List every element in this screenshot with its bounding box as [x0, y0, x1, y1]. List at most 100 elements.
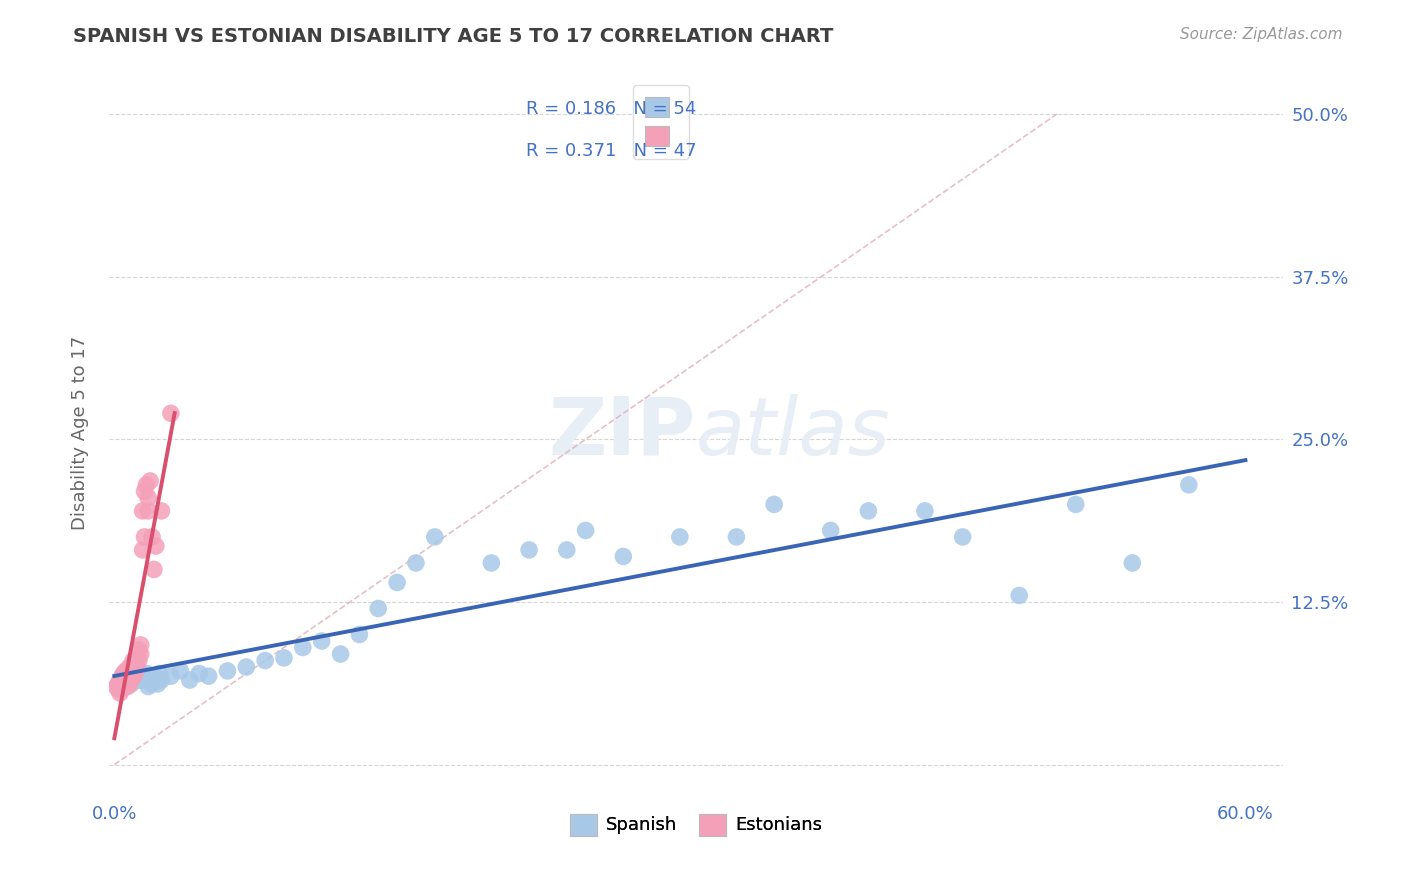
- Text: Source: ZipAtlas.com: Source: ZipAtlas.com: [1180, 27, 1343, 42]
- Point: [139, 474, 162, 488]
- Point: [858, 504, 880, 518]
- Point: [134, 484, 156, 499]
- Point: [160, 406, 183, 420]
- Point: [124, 669, 146, 683]
- Point: [135, 666, 157, 681]
- Point: [107, 677, 129, 691]
- Point: [136, 680, 159, 694]
- Point: [1178, 478, 1201, 492]
- Point: [385, 575, 408, 590]
- Point: [114, 673, 136, 687]
- Point: [952, 530, 974, 544]
- Point: [108, 680, 131, 694]
- Point: [820, 524, 842, 538]
- Y-axis label: Disability Age 5 to 17: Disability Age 5 to 17: [72, 335, 89, 530]
- Point: [122, 669, 145, 683]
- Point: [120, 677, 142, 691]
- Point: [141, 677, 163, 691]
- Point: [146, 677, 169, 691]
- Point: [120, 664, 142, 678]
- Point: [134, 530, 156, 544]
- Text: R = 0.186   N = 54: R = 0.186 N = 54: [526, 100, 696, 118]
- Point: [112, 680, 135, 694]
- Point: [107, 682, 129, 697]
- Point: [117, 680, 139, 694]
- Point: [349, 627, 371, 641]
- Point: [145, 673, 167, 687]
- Point: [1008, 589, 1031, 603]
- Point: [131, 543, 153, 558]
- Point: [129, 638, 152, 652]
- Point: [612, 549, 634, 564]
- Point: [139, 673, 162, 687]
- Point: [112, 673, 135, 687]
- Point: [1064, 497, 1087, 511]
- Point: [128, 654, 150, 668]
- Point: [763, 497, 786, 511]
- Point: [124, 666, 146, 681]
- Point: [217, 664, 239, 678]
- Point: [111, 682, 134, 697]
- Point: [111, 677, 134, 691]
- Point: [105, 680, 128, 694]
- Point: [136, 491, 159, 505]
- Point: [179, 673, 201, 687]
- Point: [125, 660, 148, 674]
- Point: [118, 660, 141, 674]
- Point: [291, 640, 314, 655]
- Point: [150, 673, 173, 687]
- Point: [273, 651, 295, 665]
- Point: [124, 654, 146, 668]
- Text: ZIP: ZIP: [548, 394, 696, 472]
- Point: [112, 666, 135, 681]
- Point: [423, 530, 446, 544]
- Point: [129, 647, 152, 661]
- Point: [150, 504, 173, 518]
- Point: [142, 669, 165, 683]
- Point: [125, 664, 148, 678]
- Point: [134, 669, 156, 683]
- Point: [120, 673, 142, 687]
- Legend: Spanish, Estonians: Spanish, Estonians: [562, 806, 830, 843]
- Point: [517, 543, 540, 558]
- Point: [160, 669, 183, 683]
- Point: [122, 660, 145, 674]
- Point: [131, 673, 153, 687]
- Text: atlas: atlas: [696, 394, 890, 472]
- Point: [131, 504, 153, 518]
- Point: [329, 647, 352, 661]
- Point: [914, 504, 936, 518]
- Point: [197, 669, 219, 683]
- Point: [118, 677, 141, 691]
- Point: [725, 530, 748, 544]
- Point: [136, 504, 159, 518]
- Point: [114, 669, 136, 683]
- Point: [125, 651, 148, 665]
- Point: [129, 666, 152, 681]
- Point: [128, 673, 150, 687]
- Point: [114, 680, 136, 694]
- Point: [141, 530, 163, 544]
- Text: SPANISH VS ESTONIAN DISABILITY AGE 5 TO 17 CORRELATION CHART: SPANISH VS ESTONIAN DISABILITY AGE 5 TO …: [73, 27, 834, 45]
- Point: [111, 669, 134, 683]
- Point: [149, 666, 172, 681]
- Point: [117, 673, 139, 687]
- Point: [254, 654, 277, 668]
- Point: [122, 654, 145, 668]
- Point: [112, 666, 135, 681]
- Point: [145, 539, 167, 553]
- Point: [118, 664, 141, 678]
- Point: [169, 664, 191, 678]
- Point: [575, 524, 598, 538]
- Point: [1121, 556, 1143, 570]
- Text: R = 0.371   N = 47: R = 0.371 N = 47: [526, 142, 696, 160]
- Point: [117, 673, 139, 687]
- Point: [311, 634, 333, 648]
- Point: [669, 530, 692, 544]
- Point: [135, 478, 157, 492]
- Point: [108, 686, 131, 700]
- Point: [555, 543, 578, 558]
- Point: [118, 669, 141, 683]
- Point: [122, 660, 145, 674]
- Point: [188, 666, 211, 681]
